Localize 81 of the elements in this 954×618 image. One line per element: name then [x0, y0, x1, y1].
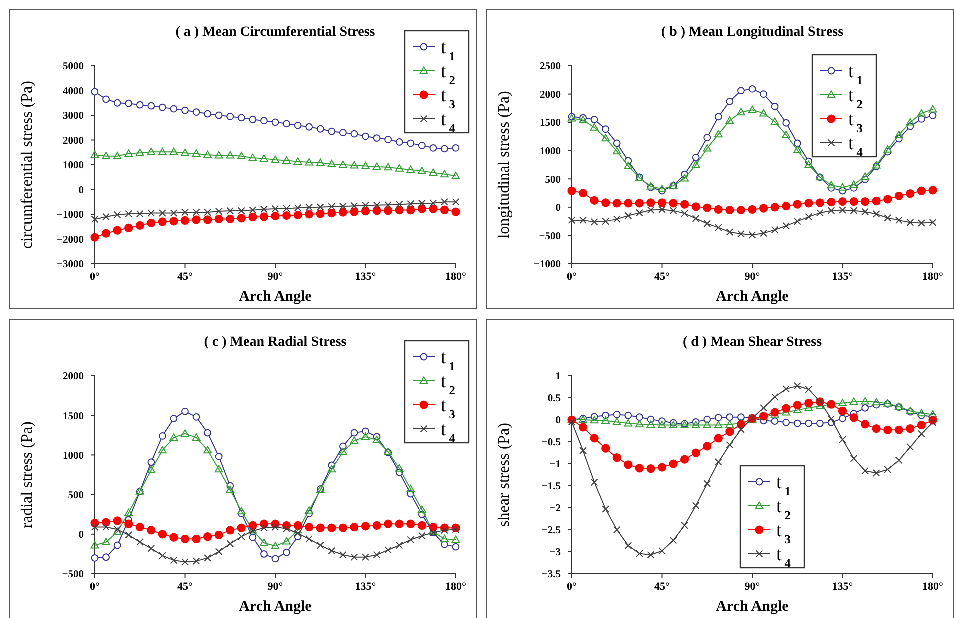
legend-label: t$_{1}$ — [441, 38, 456, 64]
x-tick-label: 45° — [654, 581, 670, 593]
x-tick-label: 180° — [922, 581, 944, 593]
x-tick-label: 45° — [178, 271, 193, 283]
y-tick-label: 1000 — [540, 146, 561, 158]
legend-label: t$_{4}$ — [441, 110, 456, 136]
x-tick-label: 135° — [832, 581, 854, 593]
y-tick-label: 2500 — [540, 62, 561, 73]
legend-label: t$_{4}$ — [848, 134, 863, 160]
y-tick-label: 500 — [68, 490, 84, 502]
y-axis-title: longitudinal stress (Pa) — [496, 91, 513, 239]
y-tick-label: −1000 — [534, 260, 561, 271]
y-tick-label: 2000 — [540, 90, 561, 101]
y-tick-label: 4000 — [63, 86, 84, 98]
y-tick-label: −1.5 — [542, 482, 561, 493]
y-tick-label: −500 — [62, 570, 84, 581]
legend-label: t$_{1}$ — [848, 62, 863, 88]
y-tick-label: 5000 — [63, 62, 84, 73]
x-tick-label: 90° — [744, 581, 760, 593]
x-tick-label: 180° — [446, 581, 466, 593]
y-tick-label: 1 — [556, 372, 561, 383]
chart-title: ( c ) Mean Radial Stress — [204, 335, 348, 350]
x-tick-label: 135° — [832, 271, 854, 283]
chart-title: ( a ) Mean Circumferential Stress — [176, 25, 376, 40]
y-tick-label: 500 — [545, 174, 561, 186]
legend-label: t$_{2}$ — [441, 62, 456, 88]
y-tick-label: −2 — [550, 504, 561, 515]
y-tick-label: −1000 — [57, 210, 84, 222]
chart-title: ( b ) Mean Longitudinal Stress — [661, 25, 844, 40]
y-tick-label: 1000 — [63, 450, 84, 462]
y-tick-label: 1500 — [540, 118, 561, 130]
y-tick-label: 0 — [78, 530, 84, 542]
x-tick-label: 0° — [90, 271, 100, 283]
legend-label: t$_{2}$ — [441, 372, 456, 398]
y-tick-label: −3 — [550, 548, 561, 559]
y-tick-label: −3000 — [57, 260, 84, 271]
legend-label: t$_{4}$ — [441, 420, 456, 446]
legend-label: t$_{3}$ — [441, 86, 456, 112]
y-tick-label: 1000 — [63, 160, 84, 172]
y-axis-title: circumferential stress (Pa) — [19, 81, 36, 249]
x-tick-label: 135° — [355, 581, 376, 593]
y-tick-label: 0 — [556, 203, 561, 214]
x-tick-label: 0° — [567, 581, 577, 593]
y-tick-label: 0.5 — [548, 394, 561, 405]
y-tick-label: −500 — [539, 231, 561, 242]
y-tick-label: 1500 — [63, 411, 84, 422]
x-tick-label: 180° — [446, 271, 466, 283]
legend-label: t$_{3}$ — [848, 110, 863, 136]
legend-label: t$_{3}$ — [441, 396, 456, 422]
x-tick-label: 90° — [268, 271, 284, 283]
y-axis-title: radial stress (Pa) — [19, 422, 36, 528]
chart-title: ( d ) Mean Shear Stress — [682, 335, 823, 350]
x-axis-title: Arch Angle — [239, 289, 312, 305]
x-tick-label: 90° — [744, 271, 760, 283]
x-tick-label: 0° — [90, 581, 100, 593]
y-tick-label: 3000 — [63, 111, 84, 122]
y-tick-label: −3.5 — [542, 570, 561, 581]
y-tick-label: −2000 — [57, 234, 84, 246]
x-tick-label: 0° — [567, 271, 577, 283]
x-tick-label: 45° — [178, 581, 193, 593]
y-tick-label: 2000 — [63, 372, 84, 383]
x-tick-label: 180° — [922, 271, 944, 283]
y-axis-title: shear stress (Pa) — [496, 423, 513, 527]
legend-label: t$_{1}$ — [441, 348, 456, 374]
x-axis-title: Arch Angle — [716, 289, 790, 305]
legend-label: t$_{2}$ — [776, 496, 791, 523]
y-tick-label: 0 — [556, 416, 561, 427]
y-tick-label: −1 — [550, 460, 561, 471]
y-tick-label: −2.5 — [542, 526, 561, 537]
x-tick-label: 135° — [355, 271, 376, 283]
legend-label: t$_{3}$ — [776, 520, 791, 547]
legend-label: t$_{4}$ — [776, 544, 791, 571]
y-tick-label: −0.5 — [542, 438, 561, 449]
x-axis-title: Arch Angle — [716, 599, 790, 615]
legend-label: t$_{1}$ — [776, 472, 791, 499]
legend-label: t$_{2}$ — [848, 86, 863, 112]
x-tick-label: 90° — [268, 581, 284, 593]
x-axis-title: Arch Angle — [239, 599, 312, 615]
y-tick-label: 0 — [78, 185, 84, 196]
x-tick-label: 45° — [654, 271, 670, 283]
y-tick-label: 2000 — [63, 136, 84, 147]
